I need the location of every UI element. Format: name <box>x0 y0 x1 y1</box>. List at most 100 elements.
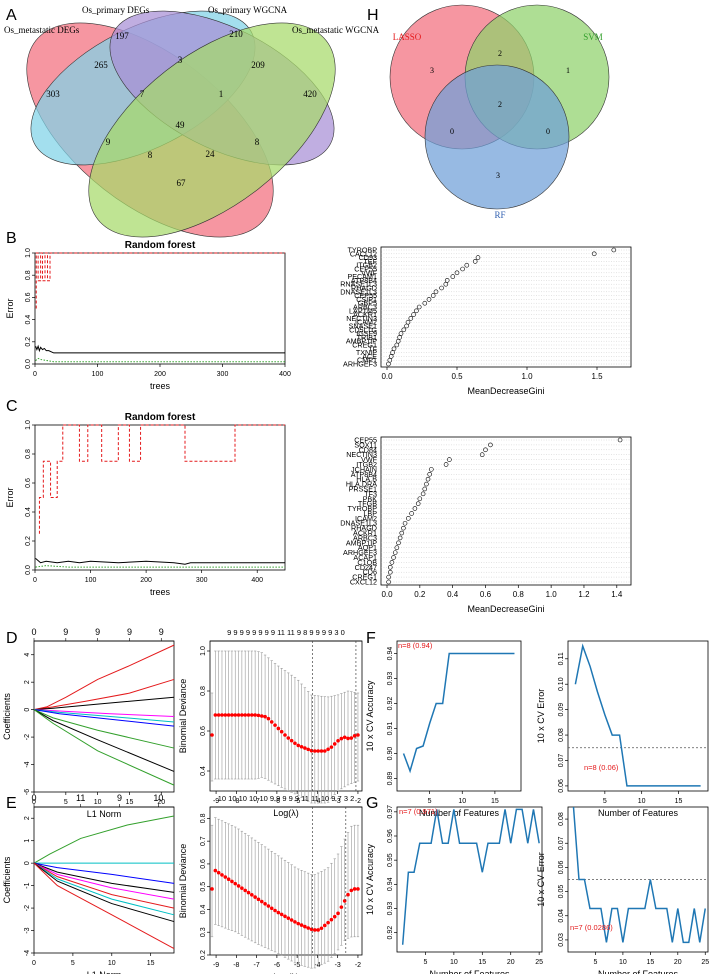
y-tick-label: 0.07 <box>558 836 565 850</box>
gini-point <box>460 266 465 272</box>
x-tick-label: 15 <box>478 959 486 966</box>
deviance-point <box>240 886 244 890</box>
x-tick-label: 15 <box>126 799 134 806</box>
gene-label: CSIP1 <box>356 295 377 304</box>
deviance-point <box>220 713 224 717</box>
gini-point <box>409 511 414 516</box>
svm-rfe-chart: 5 10 15 20 25 0.92 0.93 0.94 0.95 0.96 0.97 Number … <box>365 805 543 974</box>
gini-point <box>447 457 452 462</box>
venn-diagram-h: LASSO SVM RF 3 1 3 2 2 0 0 <box>389 4 610 220</box>
deviance-point <box>230 713 234 717</box>
gini-point <box>443 281 449 287</box>
gini-point <box>617 437 623 443</box>
deviance-point <box>346 736 350 741</box>
gene-label: TEF <box>363 257 377 266</box>
gene-label: CACL12 <box>350 249 377 258</box>
gene-label: ACKR1 <box>353 529 377 538</box>
y-tick-label: -4 <box>24 761 31 767</box>
x-tick-label: 0.2 <box>414 590 426 599</box>
deviance-point <box>296 743 301 748</box>
x-tick-label: 0.6 <box>480 590 492 599</box>
deviance-point <box>326 920 330 925</box>
x-tick-label: 0 <box>32 799 36 806</box>
deviance-point <box>352 887 357 891</box>
series-line <box>33 709 175 772</box>
venn-region-count: 1 <box>566 66 570 75</box>
gene-label: ARBC3 <box>353 533 377 542</box>
plot-frame <box>34 424 286 571</box>
panel-letter-g: G <box>366 795 378 812</box>
y-tick-label: 0.4 <box>25 315 32 325</box>
x-tick-label: 10 <box>619 959 627 966</box>
deviance-point <box>210 887 214 891</box>
venn-region-count: 1 <box>219 89 224 99</box>
x-tick-label: -3 <box>335 798 341 805</box>
gini-point <box>464 262 470 268</box>
gene-label: RHAGD <box>351 524 377 533</box>
deviance-point <box>346 892 350 897</box>
gini-point <box>387 565 393 570</box>
gene-label: CD93 <box>359 253 377 262</box>
rf-error-chart: 0 100 200 300 400 0.0 0.2 0.4 0.6 0.8 1.0 trees Erro… <box>5 412 286 597</box>
plot-frame <box>396 640 522 792</box>
deviance-point <box>349 888 354 893</box>
gene-label: VWF <box>361 455 378 464</box>
x-axis-label: trees <box>150 381 171 391</box>
x-tick-label: 25 <box>701 959 709 966</box>
gene-label: NECTIN3 <box>346 450 377 459</box>
deviance-point <box>313 749 317 753</box>
top-tick-label: 9 <box>127 627 132 637</box>
deviance-point <box>273 723 277 727</box>
gini-point <box>420 491 426 497</box>
series-line <box>33 709 175 723</box>
deviance-point <box>250 893 254 897</box>
venn-region-count: 24 <box>206 149 216 159</box>
y-tick-label: 0.2 <box>25 536 32 546</box>
gini-point <box>429 467 434 472</box>
series-line <box>35 357 285 363</box>
y-tick-label: 0.8 <box>25 449 32 459</box>
gini-point <box>417 496 423 502</box>
y-tick-label: 0.06 <box>558 860 565 874</box>
y-tick-label: -6 <box>24 789 31 795</box>
deviance-point <box>276 910 281 915</box>
gini-point <box>430 293 436 298</box>
gini-point <box>401 327 407 333</box>
venn-region-count: 0 <box>546 127 550 136</box>
lasso-deviance-chart: -9 -8 -7 -6 -5 -4 -3 -2 0.4 0.6 0.8 1.0 Log(λ) Binomi… <box>178 628 363 818</box>
deviance-point <box>332 914 337 919</box>
gini-point <box>396 540 401 546</box>
venn-region-count: 9 <box>106 137 111 147</box>
x-axis-label: Log(λ) <box>273 972 299 974</box>
x-tick-label: -2 <box>355 798 361 805</box>
optimum-annotation: n=8 (0.06) <box>584 763 619 772</box>
gene-label: AMBP1IP <box>346 538 377 547</box>
gene-label: RNASE1L3 <box>340 280 377 289</box>
gini-point <box>450 274 456 279</box>
top-tick-label: 0 <box>31 627 36 637</box>
deviance-point <box>309 748 314 753</box>
series-line <box>33 862 175 900</box>
deviance-point <box>316 749 320 753</box>
deviance-point <box>233 881 238 886</box>
x-tick-label: 1.0 <box>521 372 533 381</box>
y-tick-label: 0.2 <box>200 950 207 960</box>
y-tick-label: 0.0 <box>25 565 32 575</box>
x-tick-label: -9 <box>213 798 219 805</box>
gini-point <box>443 462 449 467</box>
y-tick-label: 1.0 <box>25 420 32 430</box>
deviance-point <box>223 875 228 879</box>
gini-point <box>475 255 481 260</box>
deviance-point <box>266 716 271 721</box>
y-tick-label: 0.95 <box>387 853 394 867</box>
gini-point <box>386 361 391 367</box>
gini-point <box>454 270 460 276</box>
deviance-point <box>286 916 291 920</box>
y-tick-label: 2 <box>24 680 31 684</box>
y-tick-label: 0 <box>24 708 31 712</box>
venn-set-label: Os_metastatic DEGs <box>4 25 80 35</box>
gene-label: RHAGD <box>351 284 377 293</box>
x-axis-label: L1 Norm <box>87 809 122 819</box>
gini-dotplot: CEP55SOX11CD84NECTIN3VWFITGB2JCHAINATP8B… <box>340 436 632 614</box>
y-tick-label: 0.90 <box>387 747 394 761</box>
